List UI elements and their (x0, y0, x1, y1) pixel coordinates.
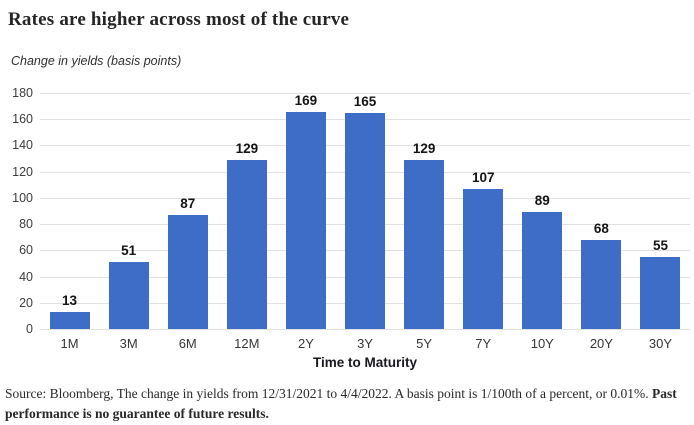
bar-column: 51 (99, 93, 158, 329)
bar-value-label: 55 (652, 237, 668, 253)
bar-value-label: 129 (235, 140, 259, 156)
x-tick-label: 6M (178, 336, 197, 351)
x-tick-label: 10Y (530, 336, 554, 351)
x-tick-label: 30Y (648, 336, 673, 351)
bar (167, 214, 208, 329)
bar-value-label: 51 (121, 243, 137, 259)
source-text: Source: Bloomberg, The change in yields … (5, 386, 653, 401)
x-tick-label: 20Y (589, 336, 613, 351)
bar-column: 89 (513, 93, 572, 329)
y-tick-label: 100 (12, 190, 33, 205)
bar (49, 311, 90, 329)
y-tick-label: 140 (12, 138, 33, 153)
x-tick-label: 3Y (357, 336, 373, 351)
x-tick-label: 12M (234, 336, 260, 351)
y-tick-label: 180 (12, 86, 33, 100)
bar-column: 169 (276, 93, 335, 329)
bar (581, 239, 622, 329)
bar-value-label: 165 (353, 93, 377, 109)
bar (226, 159, 267, 329)
bar (404, 159, 445, 329)
chart-title: Rates are higher across most of the curv… (8, 9, 350, 30)
bar-column: 13 (40, 93, 99, 329)
gridline (40, 93, 690, 94)
x-tick-label: 5Y (416, 336, 433, 351)
bar-value-label: 13 (62, 292, 78, 308)
plot-area: 180 160 140 120 100 80 60 40 20 0 13 51 87 129 169 165… (12, 86, 690, 336)
y-tick-label: 0 (26, 322, 33, 336)
y-tick-label: 160 (12, 112, 33, 127)
bar-value-label: 107 (471, 169, 495, 185)
x-tick-label: 7Y (475, 336, 492, 351)
bar (640, 256, 681, 329)
bar (463, 188, 504, 329)
bar-column: 55 (631, 93, 690, 329)
y-axis-units-label: Change in yields (basis points) (11, 54, 182, 68)
y-tick-label: 60 (19, 243, 33, 258)
bar-column: 87 (158, 93, 217, 329)
bar-value-label: 129 (412, 140, 436, 156)
source-footnote: Source: Bloomberg, The change in yields … (5, 384, 690, 425)
y-tick-label: 80 (19, 217, 33, 232)
y-tick-label: 40 (19, 269, 33, 284)
y-tick-label: 120 (12, 164, 33, 179)
x-tick-label: 2Y (297, 336, 314, 351)
bar-value-label: 87 (180, 195, 196, 211)
x-tick-label: 3M (119, 336, 138, 351)
bar (108, 262, 149, 329)
bar-value-label: 68 (593, 220, 609, 236)
bar-column: 129 (217, 93, 276, 329)
bar (345, 112, 386, 329)
gridline (40, 329, 690, 330)
disclaimer-text: Past performance is no guarantee of futu… (5, 386, 677, 422)
bar-column: 68 (572, 93, 631, 329)
x-axis-tick-labels: 1M 3M 6M 12M 2Y 3Y 5Y 7Y 10Y 20Y 30Y (40, 336, 690, 351)
bar-column: 165 (335, 93, 394, 329)
bar-value-label: 169 (294, 93, 318, 108)
bar-value-label: 89 (534, 193, 550, 209)
x-tick-label: 1M (60, 336, 79, 351)
bars-row: 13 51 87 129 169 165 129 107 89 68 55 (40, 93, 690, 329)
bar-column: 107 (454, 93, 513, 329)
bar-column: 129 (395, 93, 454, 329)
x-axis-title: Time to Maturity (312, 355, 417, 370)
bar (285, 112, 326, 329)
bar (522, 212, 563, 329)
y-tick-label: 20 (19, 295, 33, 310)
